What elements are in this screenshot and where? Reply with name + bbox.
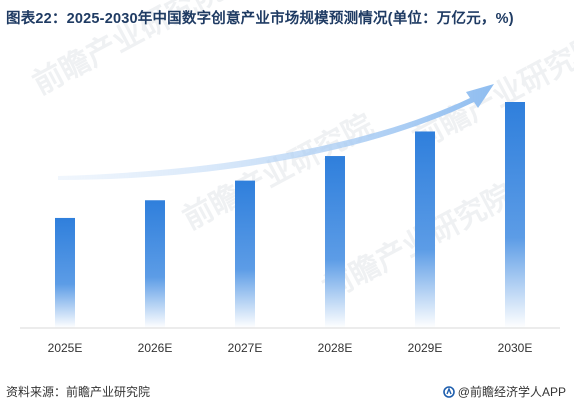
trend-arrow (58, 84, 494, 180)
bars-group (55, 102, 525, 328)
x-tick-label: 2025E (48, 341, 83, 355)
footer: 资料来源：前瞻产业研究院 @前瞻经济学人APP (0, 378, 574, 410)
x-tick-label: 2028E (318, 341, 353, 355)
watermark-text: 前瞻产业研究院 (177, 108, 379, 237)
brand-logo-icon (442, 385, 455, 398)
bar-2025E (55, 217, 75, 328)
bar-2026E (145, 200, 165, 328)
bar-2027E (235, 180, 255, 328)
x-tick-label: 2030E (498, 341, 533, 355)
x-tick-label: 2029E (408, 341, 443, 355)
x-tick-label: 2027E (228, 341, 263, 355)
bar-2030E (505, 102, 525, 328)
chart-title: 图表22：2025-2030年中国数字创意产业市场规模预测情况(单位：万亿元，%… (6, 11, 514, 27)
bar-2028E (325, 156, 345, 328)
bar-2029E (415, 131, 435, 328)
x-tick-labels: 2025E 2026E 2027E 2028E 2029E 2030E (48, 341, 533, 355)
brand-text: @前瞻经济学人APP (457, 385, 566, 399)
source-note: 资料来源：前瞻产业研究院 (6, 385, 151, 399)
brand-credit: @前瞻经济学人APP (442, 383, 566, 400)
x-tick-label: 2026E (138, 341, 173, 355)
watermark-text: 前瞻产业研究院 (27, 0, 229, 102)
